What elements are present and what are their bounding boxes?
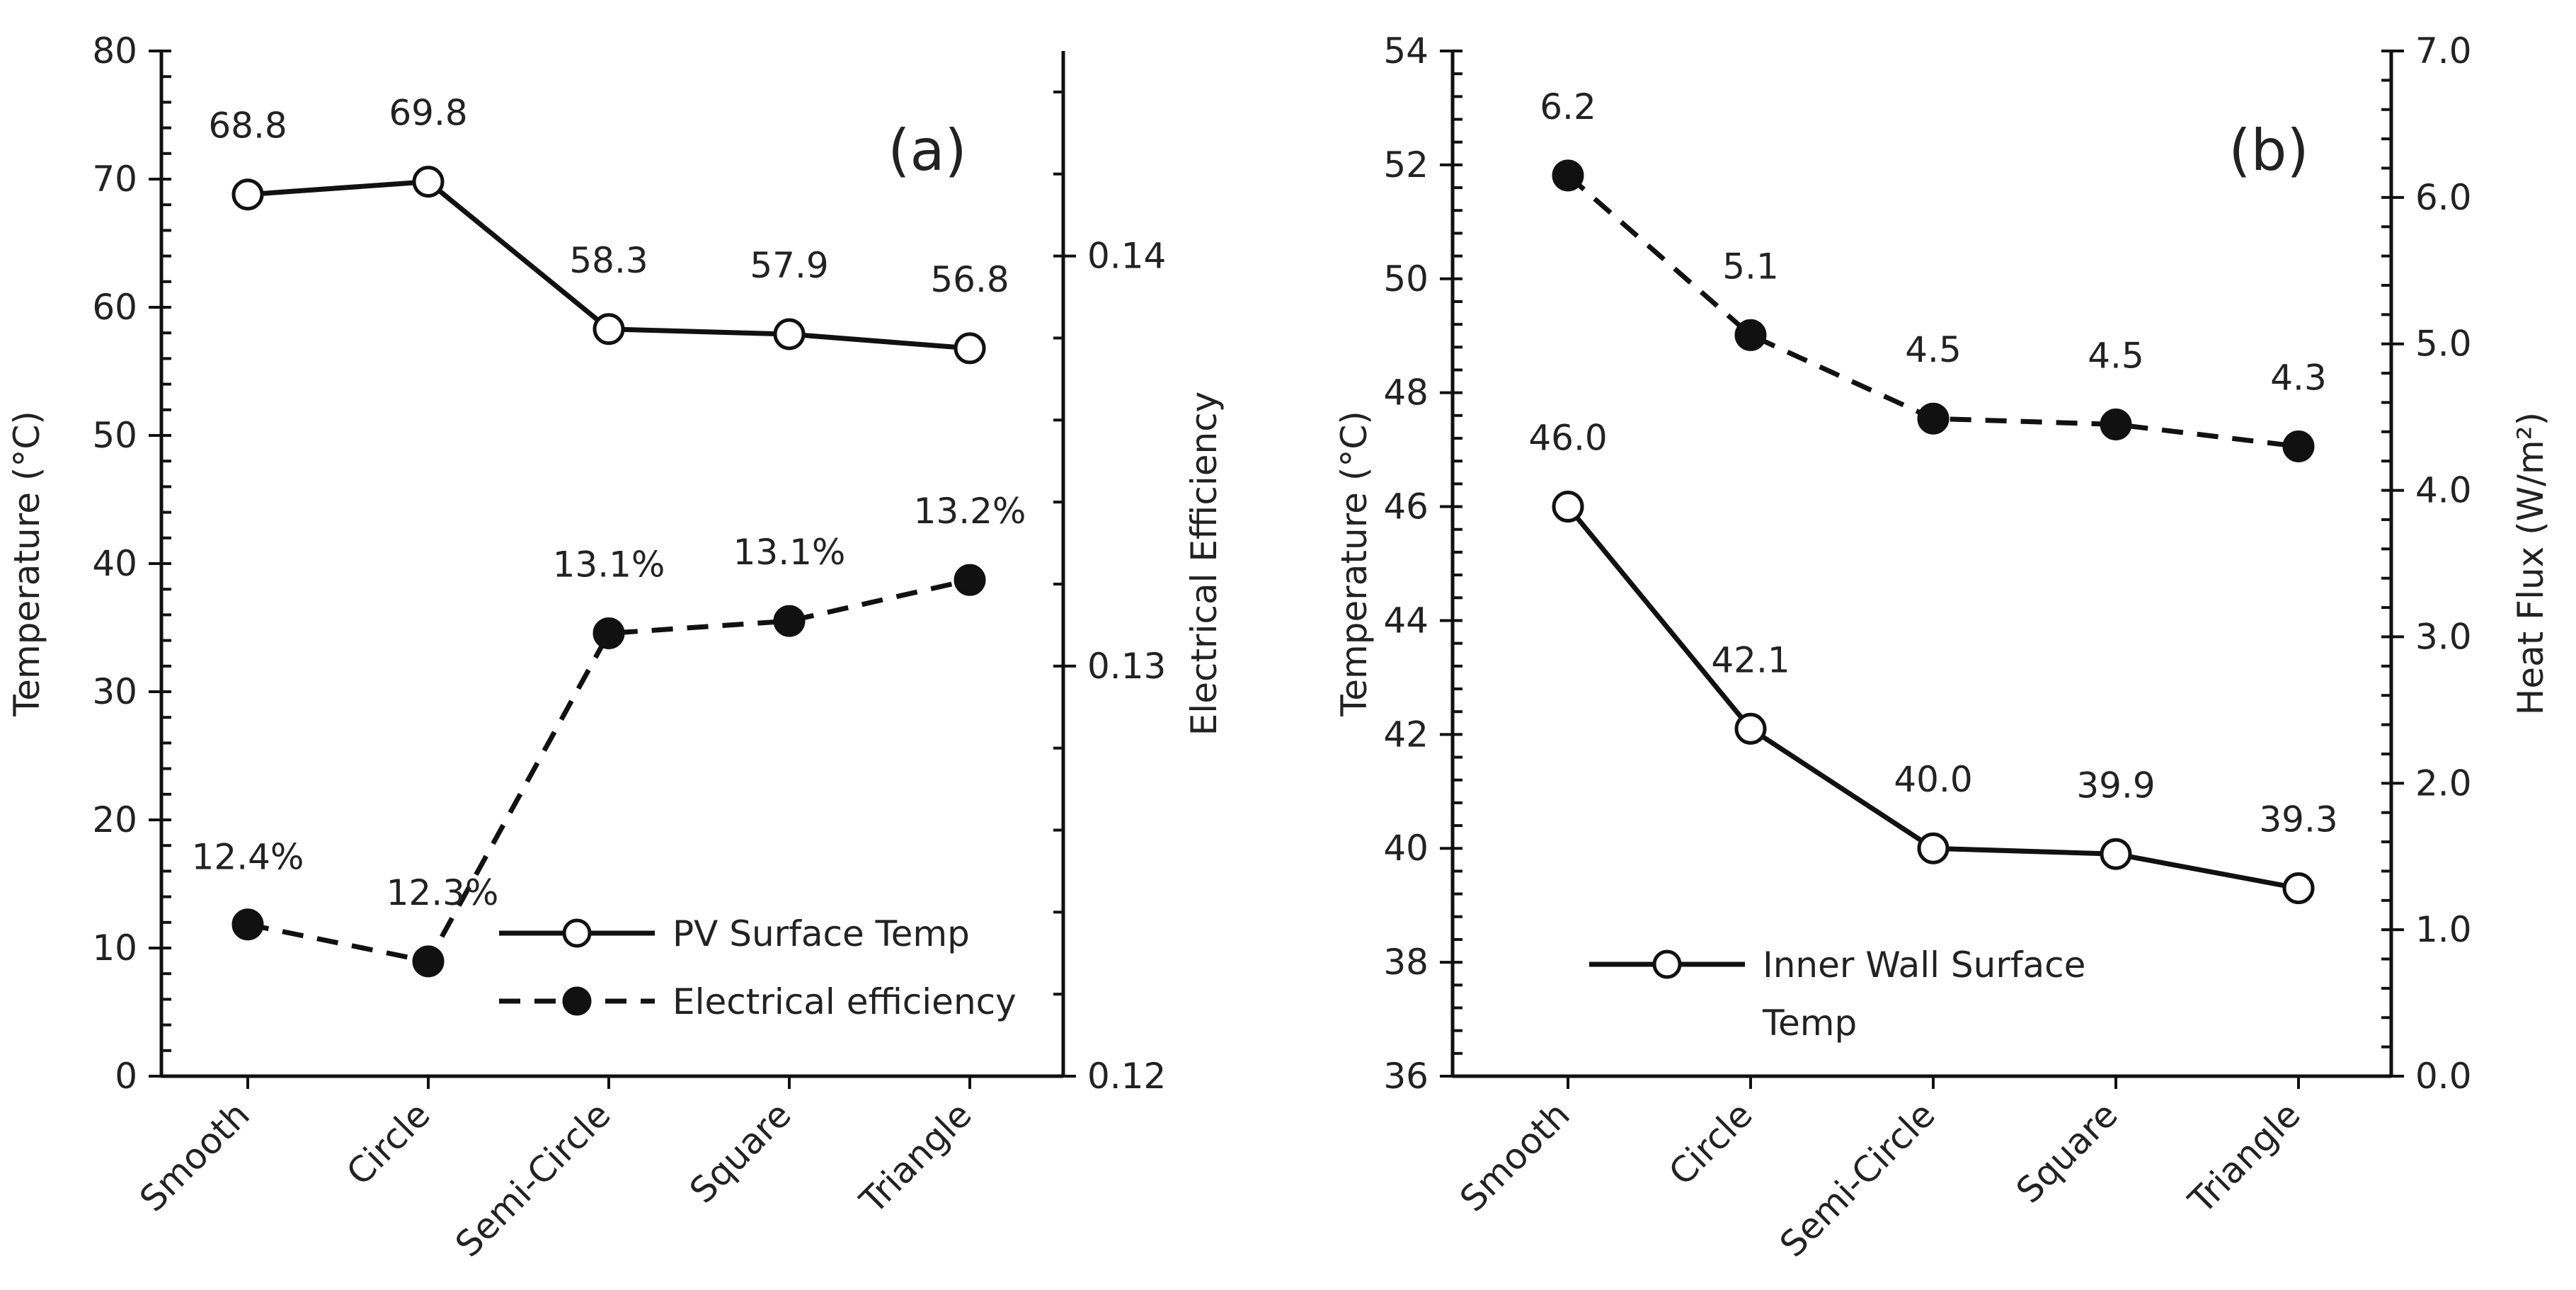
data-label-electrical-efficiency-circle: 12.3% <box>387 872 499 913</box>
x-tick-label-triangle: Triangle <box>2180 1094 2308 1222</box>
left-tick-label: 10 <box>92 927 137 969</box>
marker-heat-flux-smooth <box>1552 159 1584 192</box>
marker-electrical-efficiency-square <box>773 605 806 637</box>
x-tick-label-circle: Circle <box>338 1094 437 1193</box>
x-tick-label-square: Square <box>682 1094 798 1211</box>
data-label-inner-wall-surface-temp-triangle: 39.3 <box>2259 799 2337 840</box>
marker-heat-flux-square <box>2100 408 2132 440</box>
left-tick-label: 20 <box>92 799 137 840</box>
data-label-inner-wall-surface-temp-semi-circle: 40.0 <box>1894 759 1972 800</box>
left-tick-label: 0 <box>115 1056 137 1097</box>
marker-electrical-efficiency-semi-circle <box>593 617 625 649</box>
right-tick-label: 0.14 <box>1087 236 1166 277</box>
marker-pv-surface-temp-smooth <box>231 178 264 211</box>
left-tick-label: 46 <box>1383 486 1429 527</box>
marker-pv-surface-temp-triangle <box>954 332 986 365</box>
right-tick-label: 7.0 <box>2415 30 2472 72</box>
marker-heat-flux-circle <box>1734 319 1767 351</box>
marker-pv-surface-temp-semi-circle <box>593 313 625 346</box>
series-line-inner-wall-surface-temp <box>1566 505 2299 891</box>
data-label-electrical-efficiency-triangle: 13.2% <box>914 491 1026 532</box>
marker-pv-surface-temp-circle <box>412 166 445 198</box>
marker-electrical-efficiency-triangle <box>954 564 986 596</box>
panel-tag: (b) <box>2228 118 2308 183</box>
marker-inner-wall-surface-temp-semi-circle <box>1917 832 1950 864</box>
x-tick-label-semi-circle: Semi-Circle <box>1772 1094 1943 1265</box>
left-tick-label: 42 <box>1383 714 1429 755</box>
marker-inner-wall-surface-temp-triangle <box>2282 872 2315 905</box>
legend-marker-pv-surface-temp <box>562 918 592 948</box>
data-label-heat-flux-smooth: 6.2 <box>1540 86 1596 127</box>
panel-a: 0 10 20 30 40 50 60 70 80 0.12 0.13 0.14 Smooth Circl… <box>6 30 1225 1265</box>
legend-label-inner-wall-surface-temp: Inner Wall Surface Temp <box>1762 944 2085 1044</box>
left-tick-label: 38 <box>1383 942 1429 983</box>
right-tick-label: 4.0 <box>2415 470 2472 511</box>
left-tick-label: 50 <box>1383 258 1429 299</box>
right-tick-label: 1.0 <box>2415 909 2472 950</box>
left-tick-label: 50 <box>92 415 137 456</box>
data-label-inner-wall-surface-temp-circle: 42.1 <box>1711 639 1790 680</box>
data-label-heat-flux-semi-circle: 4.5 <box>1905 329 1962 370</box>
legend-label-line-1: Inner Wall Surface <box>1763 944 2085 986</box>
left-tick-label: 36 <box>1383 1056 1429 1097</box>
x-tick-label-semi-circle: Semi-Circle <box>447 1094 619 1265</box>
left-axis-title: Temperature (°C) <box>1334 411 1375 717</box>
data-label-electrical-efficiency-square: 13.1% <box>733 532 846 573</box>
left-tick-label: 44 <box>1383 600 1429 641</box>
left-tick-label: 54 <box>1383 30 1429 72</box>
data-label-pv-surface-temp-square: 57.9 <box>750 245 828 286</box>
data-label-heat-flux-triangle: 4.3 <box>2270 358 2327 399</box>
data-label-inner-wall-surface-temp-smooth: 46.0 <box>1528 418 1607 459</box>
marker-inner-wall-surface-temp-smooth <box>1552 491 1584 523</box>
data-label-pv-surface-temp-smooth: 68.8 <box>208 105 287 147</box>
data-label-heat-flux-square: 4.5 <box>2088 335 2144 376</box>
marker-electrical-efficiency-smooth <box>231 908 264 941</box>
left-tick-label: 80 <box>92 30 137 72</box>
right-tick-label: 3.0 <box>2415 616 2472 657</box>
marker-heat-flux-semi-circle <box>1917 402 1950 435</box>
right-tick-label: 0.13 <box>1087 646 1166 687</box>
marker-electrical-efficiency-circle <box>412 945 445 978</box>
x-tick-label-circle: Circle <box>1661 1094 1760 1193</box>
data-label-pv-surface-temp-triangle: 56.8 <box>930 259 1009 300</box>
x-tick-label-smooth: Smooth <box>1452 1094 1577 1219</box>
legend-label-line-2: Temp <box>1762 1003 1857 1044</box>
right-axis-title: Heat Flux (W/m²) <box>2510 412 2551 715</box>
left-tick-label: 40 <box>1383 828 1429 869</box>
right-tick-label: 5.0 <box>2415 324 2472 365</box>
legend-label-electrical-efficiency: Electrical efficiency <box>672 981 1017 1022</box>
right-tick-label: 0.0 <box>2415 1056 2472 1097</box>
left-tick-label: 40 <box>92 543 137 584</box>
marker-heat-flux-triangle <box>2282 430 2315 463</box>
left-tick-label: 52 <box>1383 144 1429 185</box>
right-axis-title: Electrical Efficiency <box>1184 392 1225 736</box>
legend-marker-electrical-efficiency <box>562 986 592 1016</box>
panel-b: 36 38 40 42 44 46 48 50 52 54 0.0 1.0 2.0 3.0 4.0 5.0 6.… <box>1334 30 2551 1265</box>
left-tick-label: 70 <box>92 159 137 200</box>
x-tick-label-triangle: Triangle <box>852 1094 980 1222</box>
left-axis-title: Temperature (°C) <box>6 411 47 717</box>
panel-tag: (a) <box>888 118 966 183</box>
data-label-heat-flux-circle: 5.1 <box>1722 246 1779 287</box>
left-tick-label: 48 <box>1383 372 1429 413</box>
series-line-electrical-efficiency <box>247 577 971 964</box>
data-label-electrical-efficiency-semi-circle: 13.1% <box>553 544 665 585</box>
data-label-pv-surface-temp-semi-circle: 58.3 <box>569 240 648 281</box>
x-tick-label-square: Square <box>2008 1094 2125 1211</box>
marker-inner-wall-surface-temp-circle <box>1734 712 1767 745</box>
right-tick-label: 2.0 <box>2415 763 2472 804</box>
right-tick-label: 0.12 <box>1087 1056 1166 1097</box>
data-label-electrical-efficiency-smooth: 12.4% <box>192 837 304 878</box>
legend-label-pv-surface-temp: PV Surface Temp <box>672 913 970 954</box>
right-tick-label: 6.0 <box>2415 177 2472 218</box>
left-tick-label: 30 <box>92 671 137 712</box>
data-label-inner-wall-surface-temp-square: 39.9 <box>2076 765 2155 806</box>
marker-inner-wall-surface-temp-square <box>2100 838 2132 870</box>
left-tick-label: 60 <box>92 287 137 328</box>
legend-marker-inner-wall-surface-temp <box>1652 949 1682 979</box>
marker-pv-surface-temp-square <box>773 318 806 350</box>
data-label-pv-surface-temp-circle: 69.8 <box>389 93 467 134</box>
x-tick-label-smooth: Smooth <box>132 1094 257 1219</box>
